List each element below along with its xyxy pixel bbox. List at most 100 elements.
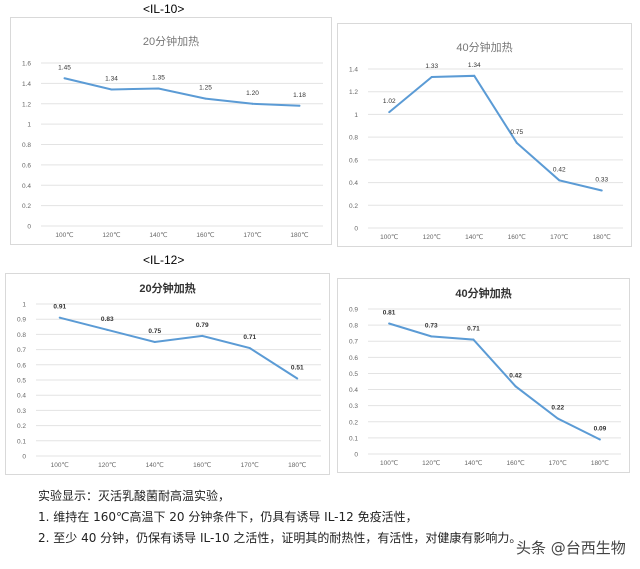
notes-heading: 实验显示：灭活乳酸菌耐高温实验， [38,489,231,503]
data-point [298,104,301,107]
x-tick-label: 120℃ [422,459,440,467]
y-tick-label: 0.8 [349,135,358,142]
data-point [201,334,204,337]
series-line [388,322,601,441]
data-label: 1.34 [105,75,118,82]
y-tick-label: 0.6 [22,162,31,169]
x-tick-label: 120℃ [423,233,441,241]
y-tick-label: 0.4 [349,180,358,187]
y-tick-label: 0.3 [17,408,26,415]
y-tick-label: 0.6 [349,355,358,362]
y-tick-label: 0.6 [349,157,358,164]
data-label: 0.73 [425,322,438,329]
y-tick-label: 1 [22,302,26,309]
data-point [473,74,476,77]
y-tick-label: 0 [27,224,31,231]
x-tick-label: 180℃ [288,461,306,469]
data-label: 0.42 [509,372,522,379]
chart-il10-20min: 20分钟加热 0 0.2 0.4 0.6 0.8 1 1.2 1.4 1.6 100℃ 120℃ 140… [10,17,332,245]
y-tick-label: 0 [354,452,358,459]
x-tick-label: 100℃ [380,459,398,467]
data-label: 1.33 [425,63,438,70]
data-label: 1.18 [293,92,306,99]
x-tick-label: 100℃ [51,461,69,469]
x-tick-label: 140℃ [146,461,164,469]
data-label: 1.34 [468,62,481,69]
data-point [388,322,391,325]
y-tick-label: 1.2 [22,101,31,108]
data-label: 1.20 [246,90,259,97]
y-tick-label: 1.2 [349,89,358,96]
x-tick-label: 170℃ [243,231,261,239]
data-point [157,87,160,90]
notes-item-2: 2. 至少 40 分钟，仍保有诱导 IL-10 之活性，证明其的耐热性，有活性，… [38,531,522,545]
x-tick-label: 160℃ [193,461,211,469]
chart-title: 20分钟加热 [143,34,199,48]
data-label: 0.71 [467,326,480,333]
data-label: 0.22 [551,405,564,412]
y-tick-label: 0.4 [17,393,26,400]
series-line [64,77,300,107]
y-tick-label: 0.5 [17,378,26,385]
data-point [204,97,207,100]
data-point [58,316,61,319]
data-point [514,385,517,388]
notes: 实验显示：灭活乳酸菌耐高温实验， 1. 维持在 160℃高温下 20 分钟条件下… [38,486,521,549]
series-line [59,316,298,380]
data-point [106,328,109,331]
y-tick-label: 1 [27,122,31,129]
data-point [430,335,433,338]
y-tick-label: 0.8 [349,323,358,330]
x-tick-label: 100℃ [380,233,398,241]
data-point [600,189,603,192]
y-tick-label: 1.4 [349,67,358,74]
x-tick-label: 160℃ [196,231,214,239]
notes-item-1: 1. 维持在 160℃高温下 20 分钟条件下，仍具有诱导 IL-12 免疫活性… [38,510,418,524]
data-label: 0.83 [101,316,114,323]
y-tick-label: 0.8 [22,142,31,149]
data-label: 0.71 [243,334,256,341]
y-tick-label: 0.2 [17,423,26,430]
chart-title: 40分钟加热 [455,286,511,300]
y-tick-label: 0.7 [17,347,26,354]
data-point [556,417,559,420]
data-point [110,88,113,91]
x-tick-label: 160℃ [508,233,526,241]
data-point [472,338,475,341]
data-label: 0.79 [196,322,209,329]
data-point [251,102,254,105]
data-point [515,141,518,144]
data-label: 0.91 [53,304,66,311]
x-tick-label: 140℃ [465,233,483,241]
il12-label: <IL-12> [143,253,185,267]
y-tick-label: 0 [354,226,358,233]
y-tick-label: 0.1 [349,435,358,442]
x-tick-label: 120℃ [98,461,116,469]
x-tick-label: 170℃ [549,459,567,467]
y-tick-label: 0.2 [349,203,358,210]
x-tick-label: 180℃ [290,231,308,239]
chart-title: 20分钟加热 [139,281,195,295]
x-tick-label: 180℃ [593,233,611,241]
data-label: 0.51 [291,364,304,371]
data-label: 1.25 [199,85,212,92]
data-label: 0.33 [595,177,608,184]
y-tick-label: 0.9 [17,317,26,324]
data-label: 0.75 [148,328,161,335]
data-label: 0.42 [553,166,566,173]
data-point [248,347,251,350]
y-tick-label: 0.9 [349,307,358,314]
data-point [430,75,433,78]
series-line [388,74,602,192]
x-tick-label: 140℃ [464,459,482,467]
data-point [296,377,299,380]
watermark: 头条 @台西生物 [516,539,626,557]
y-tick-label: 1.4 [22,81,31,88]
y-tick-label: 0.2 [22,203,31,210]
data-point [558,179,561,182]
x-tick-label: 120℃ [102,231,120,239]
il10-label: <IL-10> [143,2,185,16]
x-tick-label: 140℃ [149,231,167,239]
y-tick-label: 0.2 [349,419,358,426]
x-tick-label: 160℃ [507,459,525,467]
